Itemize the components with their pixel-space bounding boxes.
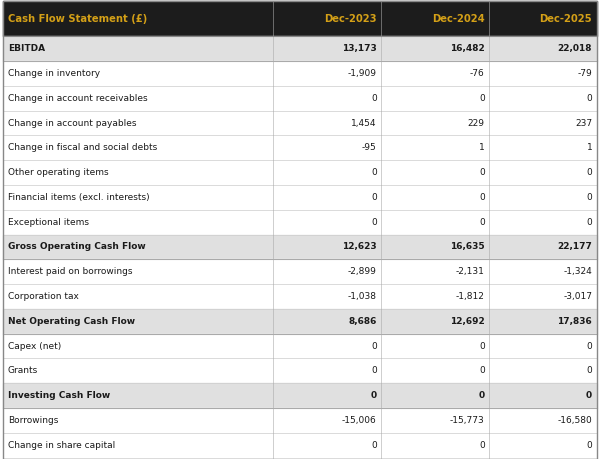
Text: 0: 0 <box>479 218 485 227</box>
Text: Dec-2023: Dec-2023 <box>324 14 377 23</box>
Text: -15,006: -15,006 <box>342 416 377 425</box>
Bar <box>3 433 597 458</box>
Text: Corporation tax: Corporation tax <box>8 292 79 301</box>
Text: 22,018: 22,018 <box>558 44 592 53</box>
Text: -76: -76 <box>470 69 485 78</box>
Bar <box>3 210 597 235</box>
Text: 0: 0 <box>371 168 377 177</box>
Text: Capex (net): Capex (net) <box>8 341 61 351</box>
Text: -1,324: -1,324 <box>563 267 592 276</box>
Text: 0: 0 <box>479 366 485 375</box>
Bar <box>3 135 597 160</box>
Bar <box>3 358 597 383</box>
Text: -15,773: -15,773 <box>450 416 485 425</box>
Text: -1,909: -1,909 <box>347 69 377 78</box>
Text: Interest paid on borrowings: Interest paid on borrowings <box>8 267 132 276</box>
Text: 0: 0 <box>479 441 485 450</box>
Text: 0: 0 <box>586 168 592 177</box>
Text: 0: 0 <box>479 391 485 400</box>
Text: 0: 0 <box>371 391 377 400</box>
Text: 0: 0 <box>586 441 592 450</box>
Bar <box>3 160 597 185</box>
Bar <box>3 111 597 135</box>
Text: 13,173: 13,173 <box>342 44 377 53</box>
Text: Change in account payables: Change in account payables <box>8 118 136 128</box>
Text: 237: 237 <box>575 118 592 128</box>
Text: 0: 0 <box>371 218 377 227</box>
Text: 0: 0 <box>371 193 377 202</box>
Bar <box>3 309 597 334</box>
Text: -2,131: -2,131 <box>456 267 485 276</box>
Bar <box>3 259 597 284</box>
Text: Cash Flow Statement (£): Cash Flow Statement (£) <box>8 14 147 23</box>
Text: Financial items (excl. interests): Financial items (excl. interests) <box>8 193 149 202</box>
Text: Change in inventory: Change in inventory <box>8 69 100 78</box>
Text: 0: 0 <box>586 366 592 375</box>
Bar <box>3 36 597 61</box>
Text: Borrowings: Borrowings <box>8 416 58 425</box>
Text: -95: -95 <box>362 143 377 152</box>
Text: 8,686: 8,686 <box>348 317 377 326</box>
Text: 12,692: 12,692 <box>450 317 485 326</box>
Text: -2,899: -2,899 <box>348 267 377 276</box>
Text: 0: 0 <box>479 168 485 177</box>
Text: 1: 1 <box>479 143 485 152</box>
Text: Dec-2024: Dec-2024 <box>432 14 485 23</box>
Text: -3,017: -3,017 <box>563 292 592 301</box>
Text: 0: 0 <box>371 441 377 450</box>
Text: Grants: Grants <box>8 366 38 375</box>
Text: 16,482: 16,482 <box>450 44 485 53</box>
Text: -1,812: -1,812 <box>456 292 485 301</box>
Text: -79: -79 <box>577 69 592 78</box>
Text: 1,454: 1,454 <box>351 118 377 128</box>
Text: Other operating items: Other operating items <box>8 168 109 177</box>
Bar <box>3 86 597 111</box>
Text: 0: 0 <box>371 94 377 103</box>
Bar <box>3 383 597 408</box>
Text: 0: 0 <box>479 341 485 351</box>
Text: 229: 229 <box>468 118 485 128</box>
Bar <box>3 235 597 259</box>
Text: -16,580: -16,580 <box>557 416 592 425</box>
Text: Change in account receivables: Change in account receivables <box>8 94 148 103</box>
Text: Change in fiscal and social debts: Change in fiscal and social debts <box>8 143 157 152</box>
Text: Gross Operating Cash Flow: Gross Operating Cash Flow <box>8 242 146 252</box>
Bar <box>3 284 597 309</box>
Text: Net Operating Cash Flow: Net Operating Cash Flow <box>8 317 135 326</box>
Text: Change in share capital: Change in share capital <box>8 441 115 450</box>
Bar <box>3 61 597 86</box>
Bar <box>3 408 597 433</box>
Text: 0: 0 <box>586 391 592 400</box>
Text: 17,836: 17,836 <box>557 317 592 326</box>
Bar <box>3 458 597 459</box>
Text: 1: 1 <box>586 143 592 152</box>
Text: Exceptional items: Exceptional items <box>8 218 89 227</box>
Text: 12,623: 12,623 <box>342 242 377 252</box>
Text: EBITDA: EBITDA <box>8 44 45 53</box>
Bar <box>3 1 597 36</box>
Text: 0: 0 <box>371 366 377 375</box>
Text: 0: 0 <box>586 218 592 227</box>
Bar <box>3 185 597 210</box>
Text: Dec-2025: Dec-2025 <box>539 14 592 23</box>
Text: 16,635: 16,635 <box>450 242 485 252</box>
Text: 0: 0 <box>586 193 592 202</box>
Text: 0: 0 <box>479 94 485 103</box>
Text: 0: 0 <box>371 341 377 351</box>
Text: 0: 0 <box>479 193 485 202</box>
Text: -1,038: -1,038 <box>347 292 377 301</box>
Text: 0: 0 <box>586 341 592 351</box>
Text: 0: 0 <box>586 94 592 103</box>
Bar <box>3 334 597 358</box>
Text: Investing Cash Flow: Investing Cash Flow <box>8 391 110 400</box>
Text: 22,177: 22,177 <box>557 242 592 252</box>
